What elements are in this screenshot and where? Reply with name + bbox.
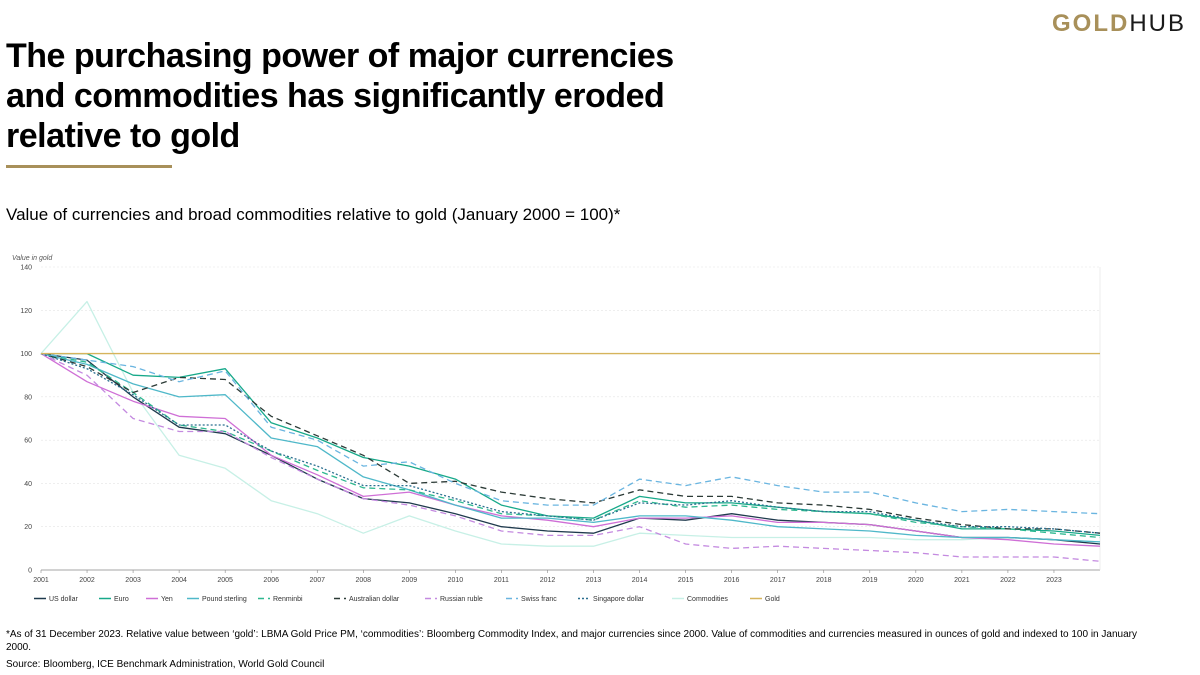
legend-label-australian-dollar: Australian dollar xyxy=(349,596,400,603)
goldhub-logo: GOLDHUB xyxy=(1052,10,1186,38)
y-tick-label: 40 xyxy=(24,481,32,488)
series-line-singapore-dollar xyxy=(40,352,1101,534)
logo-hub-text: HUB xyxy=(1129,10,1186,37)
y-tick-label: 120 xyxy=(20,308,32,315)
x-tick-label: 2006 xyxy=(263,577,279,584)
legend-label-swiss-franc: Swiss franc xyxy=(521,596,557,603)
x-tick-label: 2021 xyxy=(954,577,970,584)
y-tick-label: 80 xyxy=(24,394,32,401)
y-tick-label: 100 xyxy=(20,351,32,358)
logo-gold-text: GOLD xyxy=(1052,10,1130,37)
series-line-yen xyxy=(40,353,1101,547)
x-tick-label: 2007 xyxy=(309,577,325,584)
x-tick-label: 2008 xyxy=(356,577,372,584)
y-tick-label: 20 xyxy=(24,524,32,531)
legend-label-renminbi: Renminbi xyxy=(273,596,303,603)
series-line-renminbi xyxy=(40,352,1101,539)
page-title: The purchasing power of major currencies… xyxy=(6,37,674,155)
chart-legend: US dollar Euro Yen Pound sterling Renminbi Au… xyxy=(34,596,780,603)
legend-label-pound-sterling: Pound sterling xyxy=(202,596,247,603)
source-note: Source: Bloomberg, ICE Benchmark Adminis… xyxy=(6,659,325,670)
x-tick-label: 2002 xyxy=(79,577,95,584)
x-tick-label: 2020 xyxy=(908,577,924,584)
chart-subtitle: Value of currencies and broad commoditie… xyxy=(6,205,621,224)
legend-label-gold: Gold xyxy=(765,596,780,603)
legend-label-us-dollar: US dollar xyxy=(49,596,78,603)
y-axis-ticks: 0 20 40 60 80 100 120 140 xyxy=(20,265,32,575)
y-tick-label: 60 xyxy=(24,438,32,445)
x-tick-label: 2014 xyxy=(632,577,648,584)
x-tick-label: 2003 xyxy=(125,577,141,584)
series-line-us-dollar xyxy=(40,352,1101,545)
y-tick-label: 140 xyxy=(20,265,32,272)
x-tick-label: 2004 xyxy=(171,577,187,584)
series-line-pound-sterling xyxy=(40,352,1101,543)
x-tick-label: 2009 xyxy=(402,577,418,584)
series-lines xyxy=(40,300,1101,562)
legend-label-singapore-dollar: Singapore dollar xyxy=(593,596,645,603)
x-tick-label: 2015 xyxy=(678,577,694,584)
y-tick-label: 0 xyxy=(28,568,32,575)
legend-label-euro: Euro xyxy=(114,596,129,603)
x-tick-label: 2016 xyxy=(724,577,740,584)
legend-label-commodities: Commodities xyxy=(687,596,728,603)
x-tick-label: 2017 xyxy=(770,577,786,584)
x-axis-ticks: 2001 2002 2003 2004 2005 2006 2007 2008 2009 2010… xyxy=(33,570,1062,584)
x-tick-label: 2011 xyxy=(494,577,509,584)
x-tick-label: 2012 xyxy=(540,577,556,584)
x-tick-label: 2022 xyxy=(1000,577,1016,584)
series-line-swiss-franc xyxy=(40,352,1101,515)
legend-label-russian-ruble: Russian ruble xyxy=(440,596,483,603)
x-tick-label: 2005 xyxy=(217,577,233,584)
series-line-euro xyxy=(41,352,1101,537)
x-tick-label: 2018 xyxy=(816,577,832,584)
series-line-australian-dollar xyxy=(40,352,1101,534)
series-line-russian-ruble xyxy=(40,353,1101,562)
legend-label-yen: Yen xyxy=(161,596,173,603)
x-tick-label: 2023 xyxy=(1046,577,1062,584)
footnote: *As of 31 December 2023. Relative value … xyxy=(6,629,1137,653)
title-underline xyxy=(6,165,172,168)
series-line-commodities xyxy=(40,300,1101,547)
y-axis-label: Value in gold xyxy=(12,255,53,262)
x-tick-label: 2001 xyxy=(33,577,49,584)
x-tick-label: 2013 xyxy=(586,577,602,584)
x-tick-label: 2019 xyxy=(862,577,878,584)
x-tick-label: 2010 xyxy=(448,577,464,584)
